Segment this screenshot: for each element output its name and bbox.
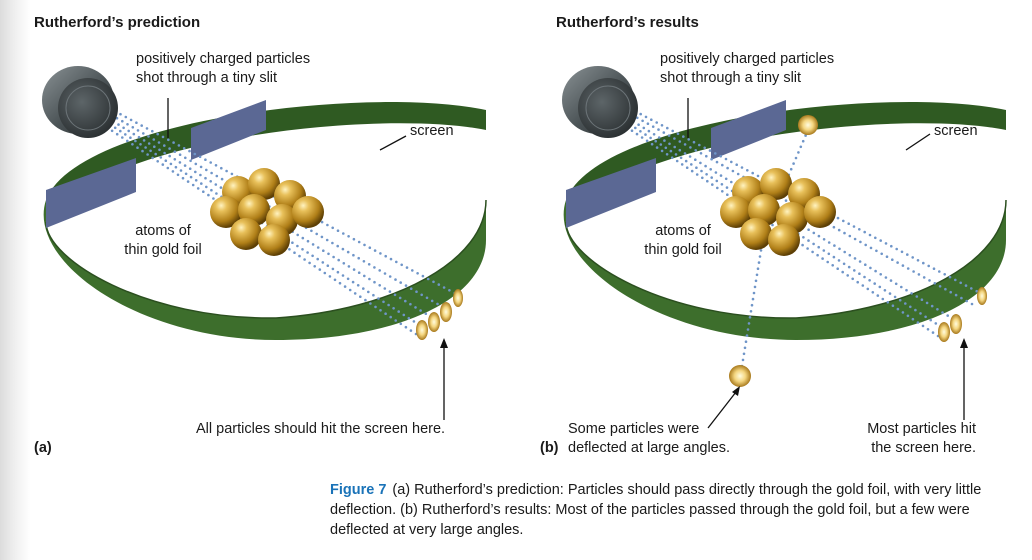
label-atoms-line1: atoms of	[655, 223, 711, 239]
impact-spot-back	[798, 115, 818, 135]
label-atoms-line2: thin gold foil	[124, 242, 202, 258]
panel-label: (a)	[34, 440, 52, 456]
label-atoms: atoms of thin gold foil	[638, 222, 728, 260]
label-particles: positively charged particles shot throug…	[660, 50, 834, 88]
label-particles-line2: shot through a tiny slit	[136, 70, 278, 86]
panel-title: Rutherford’s prediction	[34, 14, 201, 31]
panel-label: (b)	[540, 440, 559, 456]
slit-plate-right	[191, 100, 266, 160]
label-deflected-line1: Some particles were	[568, 421, 700, 437]
label-atoms-line1: atoms of	[135, 223, 191, 239]
label-most-line1: Most particles hit	[867, 421, 976, 437]
label-atoms: atoms of thin gold foil	[118, 222, 208, 260]
slit-plate-left	[566, 158, 656, 228]
figure-caption: Figure 7 (a) Rutherford’s prediction: Par…	[330, 480, 990, 540]
caption-text: (a) Rutherford’s prediction: Particles s…	[330, 482, 982, 538]
figure-label: Figure 7	[330, 482, 387, 498]
impact-spots	[729, 115, 987, 387]
label-screen: screen	[934, 123, 978, 139]
label-hit: All particles should hit the screen here…	[196, 421, 446, 437]
label-particles-line1: positively charged particles	[136, 51, 311, 67]
impact-spots	[416, 289, 463, 340]
slit-plate-right	[711, 100, 786, 160]
label-atoms-line2: thin gold foil	[644, 242, 722, 258]
label-most-line2: the screen here.	[871, 440, 976, 456]
gold-foil-atoms	[720, 168, 836, 256]
panel-prediction: Rutherford’s prediction positively charg…	[16, 0, 516, 470]
particle-source	[562, 66, 638, 138]
panel-results: Rutherford’s results positively charged …	[536, 0, 1032, 470]
screen-ring	[43, 110, 486, 340]
panel-title: Rutherford’s results	[556, 14, 699, 31]
label-particles: positively charged particles shot throug…	[136, 50, 310, 88]
slit-plate-left	[46, 158, 136, 228]
particle-source	[42, 66, 118, 138]
prediction-illustration	[42, 66, 487, 420]
results-illustration	[562, 66, 1007, 429]
label-screen: screen	[410, 123, 454, 139]
label-deflected: Some particles were deflected at large a…	[568, 420, 730, 458]
label-particles-line1: positively charged particles	[660, 51, 835, 67]
label-particles-line2: shot through a tiny slit	[660, 70, 802, 86]
gold-foil-atoms	[210, 168, 324, 256]
label-most: Most particles hit the screen here.	[836, 420, 976, 458]
impact-spot-front	[729, 365, 751, 387]
label-deflected-line2: deflected at large angles.	[568, 440, 731, 456]
